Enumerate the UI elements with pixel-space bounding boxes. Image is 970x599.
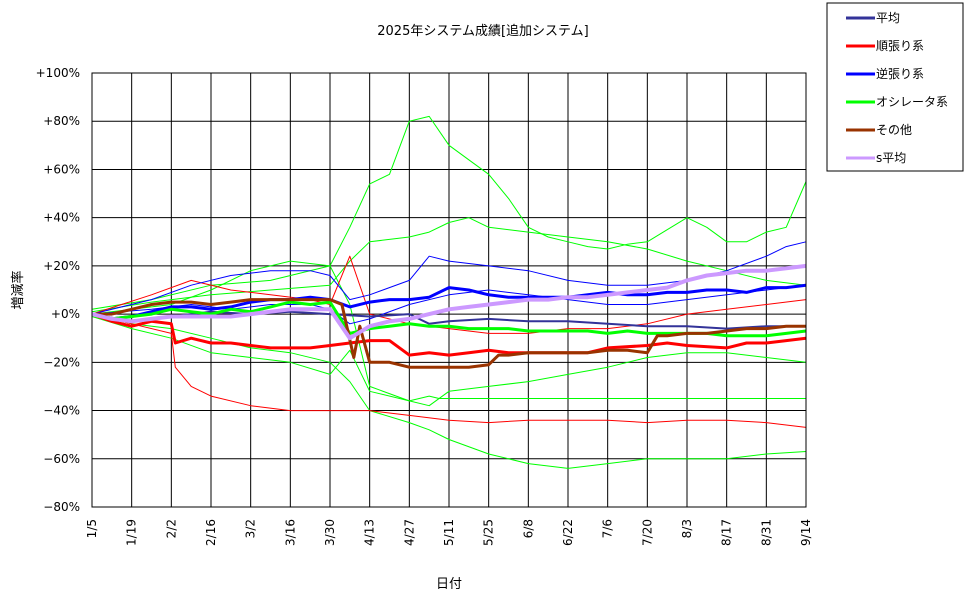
x-tick-label: 4/27 bbox=[402, 519, 416, 546]
y-tick-label: +40% bbox=[43, 211, 80, 225]
x-axis-ticks: 1/5 1/19 2/2 2/16 3/2 3/16 3/30 4/13 4/27 5/11 5/2… bbox=[85, 519, 813, 546]
x-tick-label: 7/6 bbox=[601, 519, 615, 538]
y-tick-label: −60% bbox=[43, 452, 80, 466]
y-tick-label: +0% bbox=[51, 307, 80, 321]
background-series-line bbox=[91, 313, 807, 428]
legend-entry: オシレータ系 bbox=[876, 95, 948, 109]
x-tick-label: 3/16 bbox=[283, 519, 297, 546]
x-tick-label: 5/11 bbox=[442, 519, 456, 546]
x-tick-label: 5/25 bbox=[482, 519, 496, 546]
x-tick-label: 6/22 bbox=[561, 519, 575, 546]
y-axis-label: 増減率 bbox=[10, 270, 26, 309]
legend-entry: 順張り系 bbox=[876, 39, 924, 53]
background-series-line bbox=[91, 115, 807, 310]
x-tick-label: 8/3 bbox=[680, 519, 694, 538]
y-tick-label: −80% bbox=[43, 500, 80, 514]
y-axis-ticks: +100% +80% +60% +40% +20% +0% −20% −40% −60% −80% bbox=[36, 66, 80, 514]
background-series-line bbox=[91, 217, 807, 313]
legend-entry: その他 bbox=[876, 123, 912, 137]
x-tick-label: 8/17 bbox=[720, 519, 734, 546]
legend-box bbox=[826, 2, 964, 172]
y-tick-label: +60% bbox=[43, 162, 80, 176]
background-series-line bbox=[91, 284, 807, 325]
x-tick-label: 1/5 bbox=[85, 519, 99, 538]
y-tick-label: +20% bbox=[43, 259, 80, 273]
x-tick-label: 9/14 bbox=[799, 519, 813, 546]
background-series-group bbox=[91, 115, 807, 469]
background-series-line bbox=[91, 313, 807, 469]
x-tick-label: 2/2 bbox=[164, 519, 178, 538]
y-tick-label: −20% bbox=[43, 355, 80, 369]
series-line bbox=[91, 263, 807, 341]
legend-entry: 平均 bbox=[876, 11, 900, 25]
x-tick-label: 3/2 bbox=[244, 519, 258, 538]
main-series-group bbox=[91, 263, 807, 369]
x-axis-label: 日付 bbox=[436, 577, 462, 592]
x-tick-label: 2/16 bbox=[204, 519, 218, 546]
x-tick-label: 4/13 bbox=[363, 519, 377, 546]
chart-title: 2025年システム成績[追加システム] bbox=[377, 23, 588, 39]
x-tick-label: 6/8 bbox=[521, 519, 535, 538]
background-series-line bbox=[91, 316, 807, 407]
y-tick-label: −40% bbox=[43, 404, 80, 418]
y-tick-label: +80% bbox=[43, 114, 80, 128]
series-line bbox=[91, 283, 807, 321]
x-tick-label: 8/31 bbox=[759, 519, 773, 546]
x-tick-label: 7/20 bbox=[640, 519, 654, 546]
background-series-line bbox=[91, 260, 806, 402]
plot-border bbox=[91, 72, 807, 508]
legend-entry: 逆張り系 bbox=[876, 66, 924, 81]
y-tick-label: +100% bbox=[36, 66, 80, 80]
x-tick-label: 3/30 bbox=[323, 519, 337, 546]
series-line bbox=[91, 312, 807, 357]
x-tick-label: 1/19 bbox=[125, 519, 139, 546]
legend-entry: s平均 bbox=[876, 151, 906, 165]
series-line bbox=[92, 298, 806, 369]
